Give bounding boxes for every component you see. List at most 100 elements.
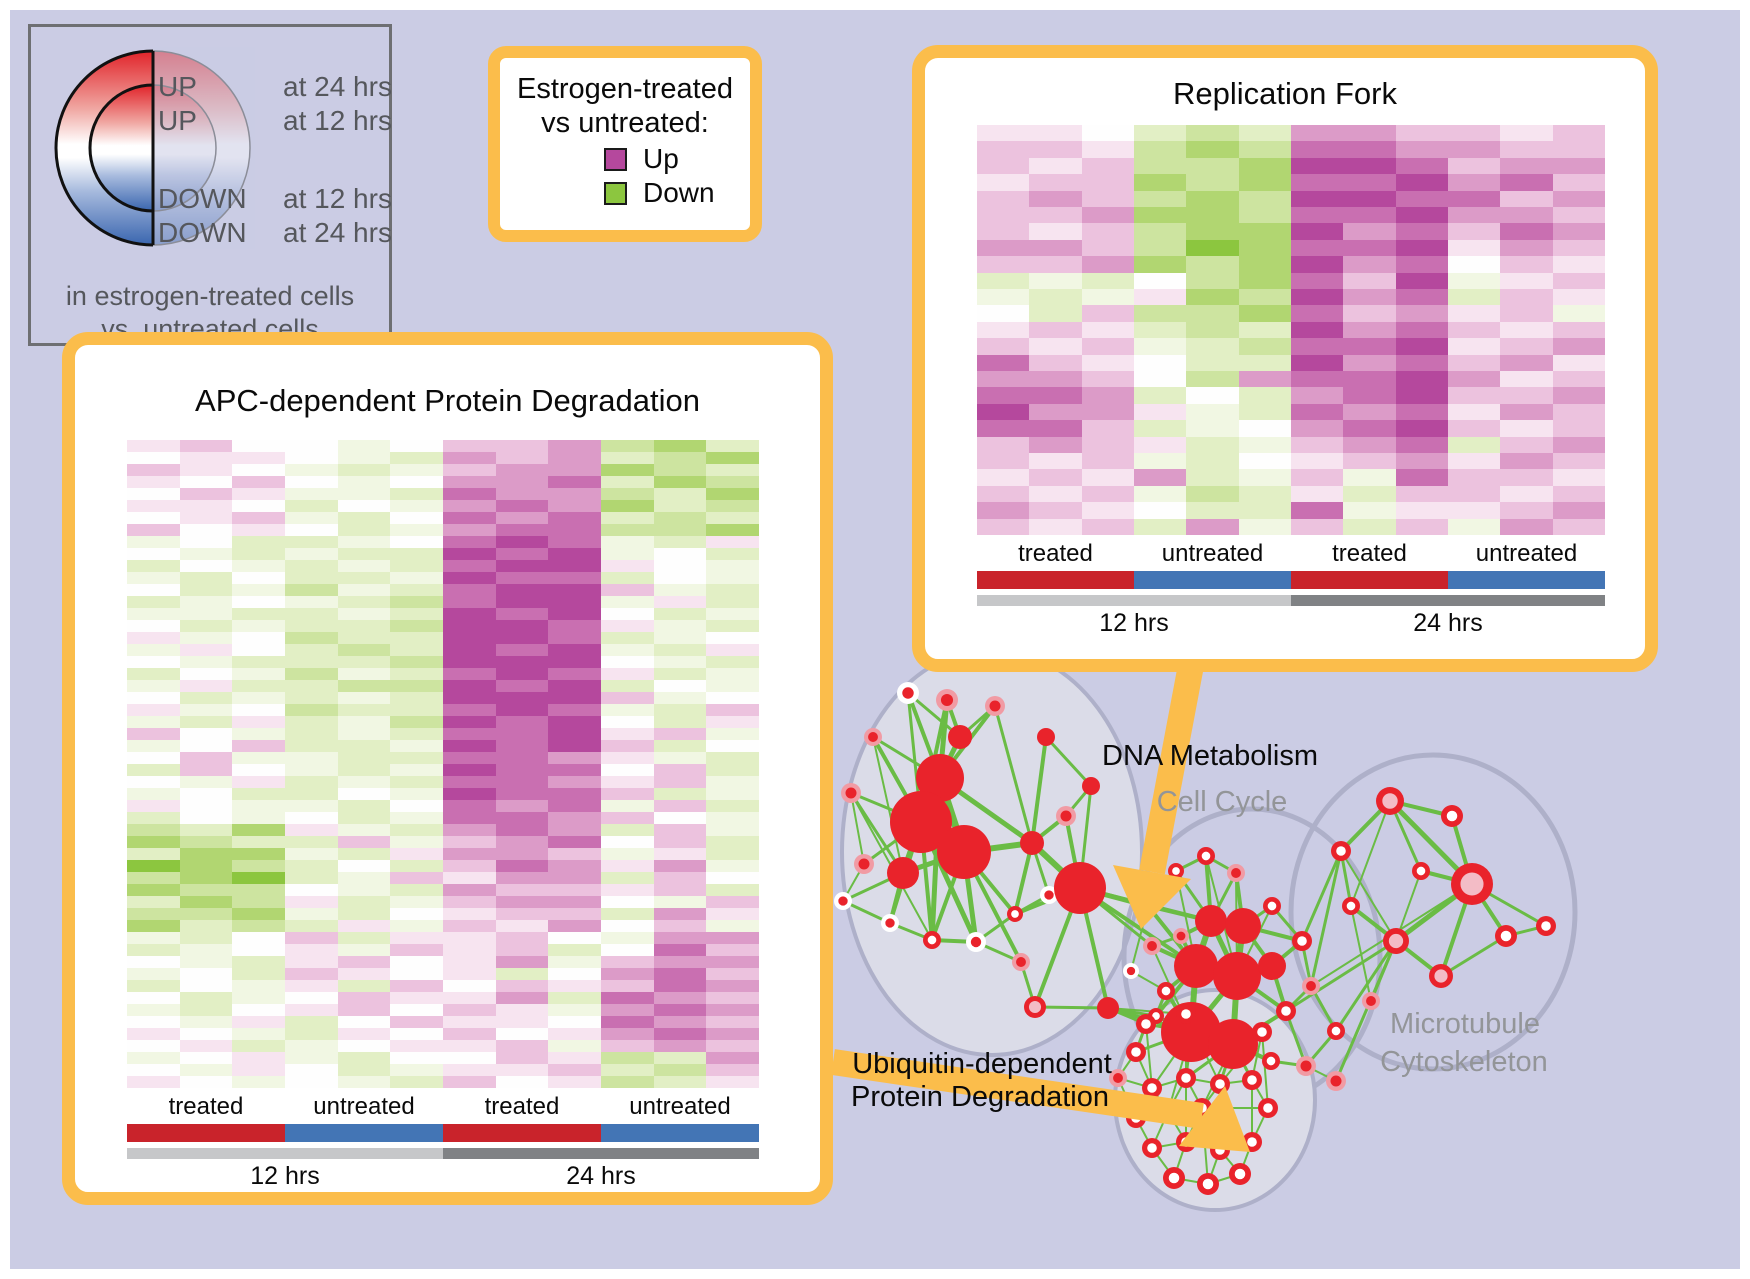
heatmap-cell (977, 157, 1030, 175)
inner-left-arc (88, 83, 154, 213)
heatmap-cell (1186, 420, 1239, 437)
heatmap-cell (285, 812, 338, 824)
heatmap-cell (232, 908, 285, 920)
heatmap-cell (977, 469, 1030, 486)
heatmap-cell (337, 656, 391, 668)
network-node-solid (1208, 1019, 1258, 1069)
heatmap-cell (285, 788, 338, 800)
heatmap-cell (1552, 354, 1605, 371)
heatmap-cell (285, 884, 338, 896)
heatmap-cell (977, 502, 1030, 519)
heatmap-cell (232, 560, 285, 572)
heatmap-cell (232, 848, 285, 860)
heatmap-cell (706, 884, 759, 896)
heatmap-cell (285, 776, 338, 788)
heatmap-cell (285, 908, 338, 920)
heatmap-cell (1500, 157, 1553, 175)
heatmap-cell (601, 656, 654, 668)
network-node-core (1181, 1009, 1191, 1019)
heatmap-cell (390, 656, 443, 668)
heatmap-cell (1186, 256, 1239, 273)
network-node-core (1336, 846, 1346, 856)
network-node-solid (1225, 908, 1261, 944)
heatmap-cell (1029, 272, 1082, 289)
heatmap-cell (601, 512, 654, 524)
replication-panel-title: Replication Fork (1173, 76, 1397, 111)
heatmap-cell (232, 476, 285, 488)
heatmap-cell (1081, 321, 1134, 339)
heatmap-cell (653, 932, 707, 944)
heatmap-cell (1186, 370, 1239, 388)
heatmap-cell (390, 884, 443, 896)
heatmap-cell (337, 920, 391, 932)
group-color-bar (977, 571, 1605, 589)
heatmap-cell (285, 860, 338, 872)
heatmap-cell (443, 980, 496, 992)
heatmap-cell (232, 920, 285, 932)
heatmap-cell (495, 764, 549, 776)
heatmap-cell (1186, 125, 1239, 142)
heatmap-cell (977, 338, 1030, 355)
heatmap-cell (1081, 190, 1134, 207)
heatmap-cell (495, 644, 549, 656)
heatmap-cell (1133, 190, 1187, 207)
heatmap-cell (653, 1028, 707, 1040)
heatmap-cell (1290, 502, 1344, 519)
heatmap-cell (443, 572, 496, 584)
heatmap-cell (548, 728, 601, 740)
heatmap-cell (495, 932, 549, 944)
heatmap-cell (1552, 485, 1605, 503)
heatmap-cell (1290, 518, 1344, 535)
network-node-solid (1054, 862, 1106, 914)
heatmap-cell (390, 692, 443, 704)
heatmap-cell (1395, 485, 1448, 503)
heatmap-cell (1029, 125, 1082, 142)
heatmap-cell (495, 848, 549, 860)
heatmap-cell (1029, 141, 1082, 158)
heatmap-cell (548, 692, 601, 704)
heatmap-cell (232, 776, 285, 788)
heatmap-cell (443, 932, 496, 944)
heatmap-cell (179, 620, 233, 632)
heatmap-cell (337, 848, 391, 860)
heatmap-cell (285, 584, 338, 596)
heatmap-cell (179, 836, 233, 848)
heatmap-cell (1029, 239, 1082, 257)
heatmap-cell (1133, 502, 1187, 519)
heatmap-cell (1029, 354, 1082, 371)
heatmap-cell (1447, 174, 1501, 191)
heatmap-cell (495, 1052, 549, 1064)
heatmap-cell (443, 800, 496, 812)
heatmap-cell (548, 1076, 601, 1088)
heatmap-cell (706, 728, 759, 740)
network-node-core (1388, 933, 1404, 949)
heatmap-cell (285, 896, 338, 908)
heatmap-cell (706, 704, 759, 716)
heatmap-cell (232, 608, 285, 620)
heatmap-cell (706, 920, 759, 932)
heatmap-cell (495, 476, 549, 488)
heatmap-cell (285, 848, 338, 860)
heatmap-cell (495, 980, 549, 992)
heatmap-cell (390, 536, 443, 548)
heatmap-cell (1343, 157, 1396, 175)
network-node-core (1366, 996, 1376, 1006)
heatmap-cell (232, 668, 285, 680)
heatmap-cell (127, 812, 180, 824)
heatmap-cell (179, 584, 233, 596)
heatmap-cell (706, 500, 759, 512)
heatmap-cell (548, 440, 601, 452)
heatmap-cell (232, 656, 285, 668)
heatmap-cell (337, 956, 391, 968)
heatmap-cell (337, 716, 391, 728)
heatmap-cell (1343, 305, 1396, 322)
heatmap-cell (179, 812, 233, 824)
heatmap-cell (706, 560, 759, 572)
heatmap-cell (127, 560, 180, 572)
heatmap-cell (1500, 354, 1553, 371)
network-edge (1340, 850, 1397, 942)
heatmap-cell (495, 788, 549, 800)
group-label: untreated (629, 1093, 731, 1120)
heatmap-cell (1500, 370, 1553, 388)
